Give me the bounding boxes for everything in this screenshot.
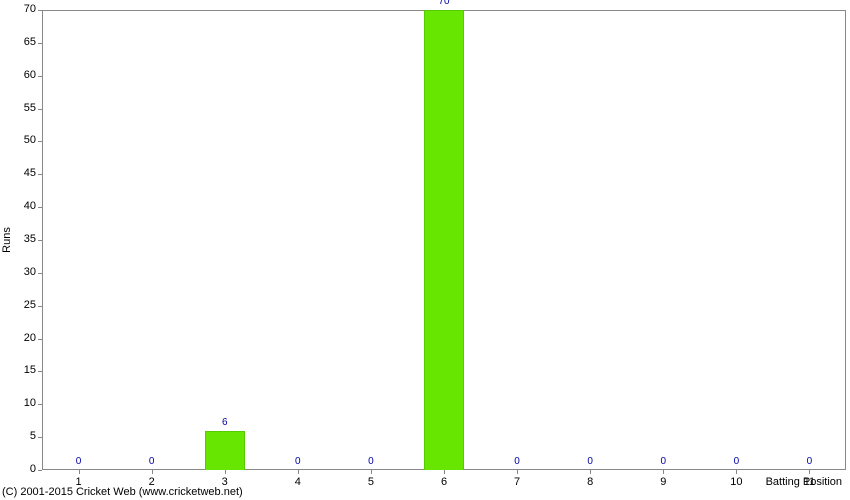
y-tick-label: 20 xyxy=(6,332,36,344)
x-tick-label: 10 xyxy=(730,476,742,488)
bar xyxy=(205,431,245,470)
y-tick-mark xyxy=(38,437,42,438)
y-tick-label: 35 xyxy=(6,233,36,245)
copyright-text: (C) 2001-2015 Cricket Web (www.cricketwe… xyxy=(2,486,243,498)
chart-container: Runs Batting Position 051015202530354045… xyxy=(0,0,850,500)
y-tick-mark xyxy=(38,306,42,307)
bar xyxy=(424,10,464,470)
bar-value-label: 0 xyxy=(660,456,666,467)
bar-value-label: 0 xyxy=(76,456,82,467)
y-tick-label: 0 xyxy=(6,463,36,475)
bar-value-label: 70 xyxy=(438,0,449,7)
y-tick-label: 55 xyxy=(6,102,36,114)
x-tick-mark xyxy=(517,470,518,474)
y-tick-mark xyxy=(38,43,42,44)
bar-value-label: 0 xyxy=(295,456,301,467)
y-tick-mark xyxy=(38,404,42,405)
bar-value-label: 6 xyxy=(222,417,228,428)
x-tick-label: 9 xyxy=(660,476,666,488)
x-tick-mark xyxy=(152,470,153,474)
x-tick-label: 8 xyxy=(587,476,593,488)
bar-value-label: 0 xyxy=(807,456,813,467)
x-tick-label: 7 xyxy=(514,476,520,488)
y-tick-mark xyxy=(38,109,42,110)
y-tick-label: 65 xyxy=(6,36,36,48)
y-tick-label: 70 xyxy=(6,3,36,15)
x-tick-mark xyxy=(371,470,372,474)
bar-value-label: 0 xyxy=(587,456,593,467)
y-tick-mark xyxy=(38,273,42,274)
x-tick-mark xyxy=(298,470,299,474)
x-tick-mark xyxy=(225,470,226,474)
x-tick-label: 4 xyxy=(295,476,301,488)
y-tick-mark xyxy=(38,339,42,340)
x-tick-label: 6 xyxy=(441,476,447,488)
y-tick-mark xyxy=(38,76,42,77)
y-tick-label: 40 xyxy=(6,200,36,212)
bar-value-label: 0 xyxy=(149,456,155,467)
x-tick-mark xyxy=(663,470,664,474)
x-tick-label: 5 xyxy=(368,476,374,488)
y-tick-mark xyxy=(38,174,42,175)
x-tick-mark xyxy=(590,470,591,474)
y-tick-label: 50 xyxy=(6,134,36,146)
y-tick-label: 25 xyxy=(6,299,36,311)
bar-value-label: 0 xyxy=(368,456,374,467)
y-tick-label: 45 xyxy=(6,167,36,179)
y-tick-label: 30 xyxy=(6,266,36,278)
y-tick-mark xyxy=(38,470,42,471)
y-tick-label: 60 xyxy=(6,69,36,81)
bar-value-label: 0 xyxy=(514,456,520,467)
bar-value-label: 0 xyxy=(734,456,740,467)
y-tick-mark xyxy=(38,10,42,11)
y-tick-mark xyxy=(38,207,42,208)
y-tick-label: 10 xyxy=(6,397,36,409)
y-tick-label: 5 xyxy=(6,430,36,442)
x-tick-label: 11 xyxy=(804,476,815,488)
x-tick-mark xyxy=(79,470,80,474)
x-tick-mark xyxy=(444,470,445,474)
y-tick-label: 15 xyxy=(6,364,36,376)
y-tick-mark xyxy=(38,141,42,142)
y-tick-mark xyxy=(38,240,42,241)
x-tick-mark xyxy=(736,470,737,474)
x-tick-mark xyxy=(809,470,810,474)
y-tick-mark xyxy=(38,371,42,372)
